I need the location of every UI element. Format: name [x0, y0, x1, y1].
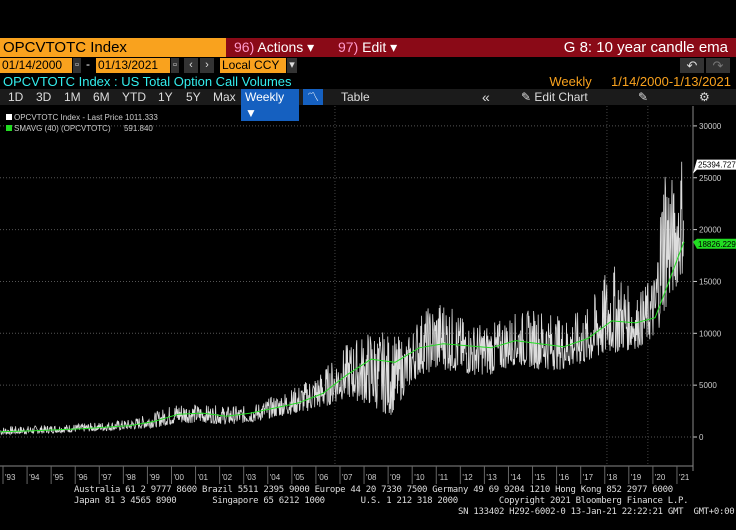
sma-series-line: [0, 241, 685, 433]
legend-value: 591.840: [123, 124, 153, 133]
y-tick-label: 5000: [699, 381, 717, 390]
actions-number: 96): [234, 39, 255, 55]
toolbar: 1D 3D 1M 6M YTD 1Y 5Y Max Weekly ▼ 〽 Tab…: [0, 89, 736, 121]
chart-period: Weekly 1/14/2000-1/13/2021: [549, 74, 731, 89]
x-tick-label: '10: [414, 473, 425, 482]
period-label: 1/14/2000-1/13/2021: [611, 74, 731, 89]
redo-button[interactable]: ↷: [706, 58, 730, 73]
x-tick-label: '95: [53, 473, 64, 482]
legend-swatch: [6, 114, 12, 120]
notes-icon[interactable]: ✎: [638, 90, 649, 104]
x-tick-label: '98: [125, 473, 136, 482]
range-ytd[interactable]: YTD: [122, 90, 146, 104]
x-tick-label: '19: [631, 473, 642, 482]
end-date-input[interactable]: 01/13/2021: [96, 58, 170, 73]
legend-item-sma[interactable]: SMAVG (40) (OPCVTOTC) 591.840: [6, 123, 158, 134]
x-tick-label: '05: [294, 473, 305, 482]
next-button[interactable]: ›: [200, 58, 214, 73]
x-tick-label: '00: [173, 473, 184, 482]
footer-serial: SN 133402 H292-6002-0 13-Jan-21 22:22:21…: [458, 507, 735, 517]
legend-label: SMAVG (40) (OPCVTOTC): [14, 124, 111, 133]
range-max[interactable]: Max: [213, 90, 236, 104]
range-1d[interactable]: 1D: [8, 90, 24, 104]
x-tick-label: '04: [270, 473, 281, 482]
x-tick-label: '18: [607, 473, 618, 482]
y-tick-label: 20000: [699, 226, 722, 235]
chart-legend: OPCVTOTC Index - Last Price 1011.333 SMA…: [6, 112, 158, 134]
range-5y[interactable]: 5Y: [186, 90, 201, 104]
settings-icon[interactable]: ⚙: [699, 90, 710, 104]
edit-label: Edit ▾: [362, 39, 398, 55]
actions-label: Actions ▾: [257, 39, 315, 55]
collapse-button[interactable]: «: [482, 89, 490, 105]
x-tick-label: '02: [222, 473, 233, 482]
last-price-label: 25394.727: [698, 161, 736, 170]
edit-number: 97): [338, 39, 359, 55]
date-dash: -: [86, 57, 90, 71]
legend-swatch: [6, 125, 12, 131]
range-1m[interactable]: 1M: [64, 90, 81, 104]
x-tick-label: '94: [29, 473, 40, 482]
price-series-line: [0, 161, 684, 436]
last-price-label-bg: [693, 159, 736, 174]
x-tick-label: '06: [318, 473, 329, 482]
x-tick-label: '11: [438, 473, 448, 482]
frequency-label: Weekly: [549, 74, 592, 89]
x-tick-label: '17: [583, 473, 594, 482]
y-tick-label: 10000: [699, 329, 722, 338]
x-tick-label: '21: [679, 473, 690, 482]
x-tick-label: '96: [77, 473, 88, 482]
x-tick-label: '14: [510, 473, 521, 482]
x-tick-label: '07: [342, 473, 353, 482]
last-sma-label-bg: [693, 238, 736, 249]
actions-menu[interactable]: 96) Actions ▾: [230, 38, 320, 57]
edit-menu[interactable]: 97) Edit ▾: [334, 38, 414, 57]
x-tick-label: '93: [5, 473, 16, 482]
legend-item-price[interactable]: OPCVTOTC Index - Last Price 1011.333: [6, 112, 158, 123]
prev-button[interactable]: ‹: [184, 58, 198, 73]
footer-copyright: Japan 81 3 4565 8900 Singapore 65 6212 1…: [74, 496, 689, 506]
x-tick-label: '13: [486, 473, 497, 482]
legend-label: OPCVTOTC Index - Last Price: [14, 113, 123, 122]
x-tick-label: '16: [559, 473, 570, 482]
x-tick-label: '15: [535, 473, 546, 482]
undo-button[interactable]: ↶: [680, 58, 704, 73]
range-3d[interactable]: 3D: [36, 90, 52, 104]
y-tick-label: 30000: [699, 122, 722, 131]
x-tick-label: '20: [655, 473, 666, 482]
currency-select[interactable]: Local CCY: [220, 58, 286, 73]
calendar-icon[interactable]: ▫: [171, 58, 179, 73]
legend-value: 1011.333: [125, 113, 158, 122]
price-chart[interactable]: 0 5000 10000 15000 20000 25000 30000 '93 '94 '95 '…: [0, 106, 736, 486]
y-tick-label: 25000: [699, 174, 722, 183]
frequency-dropdown[interactable]: Weekly ▼: [241, 89, 299, 121]
range-1y[interactable]: 1Y: [158, 90, 173, 104]
calendar-icon[interactable]: ▫: [73, 58, 81, 73]
footer-contacts: Australia 61 2 9777 8600 Brazil 5511 239…: [74, 485, 673, 495]
x-tick-label: '03: [246, 473, 257, 482]
y-tick-label: 0: [699, 433, 704, 442]
x-tick-label: '09: [390, 473, 401, 482]
start-date-input[interactable]: 01/14/2000: [0, 58, 72, 73]
ticker-input[interactable]: OPCVTOTC Index: [0, 38, 226, 57]
y-tick-label: 15000: [699, 277, 722, 286]
x-tick-label: '08: [366, 473, 377, 482]
chart-title: OPCVTOTC Index : US Total Option Call Vo…: [3, 74, 292, 89]
table-button[interactable]: Table: [341, 90, 370, 104]
x-tick-label: '97: [101, 473, 112, 482]
edit-chart-button[interactable]: ✎ Edit Chart: [521, 90, 588, 104]
x-tick-label: '99: [149, 473, 160, 482]
line-chart-icon[interactable]: 〽: [303, 89, 323, 105]
x-tick-label: '01: [198, 473, 209, 482]
chevron-down-icon[interactable]: ▾: [287, 58, 297, 73]
last-sma-label: 18826.229: [698, 240, 736, 249]
graph-title: G 8: 10 year candle ema: [563, 39, 728, 56]
x-tick-label: '12: [462, 473, 473, 482]
range-6m[interactable]: 6M: [93, 90, 110, 104]
